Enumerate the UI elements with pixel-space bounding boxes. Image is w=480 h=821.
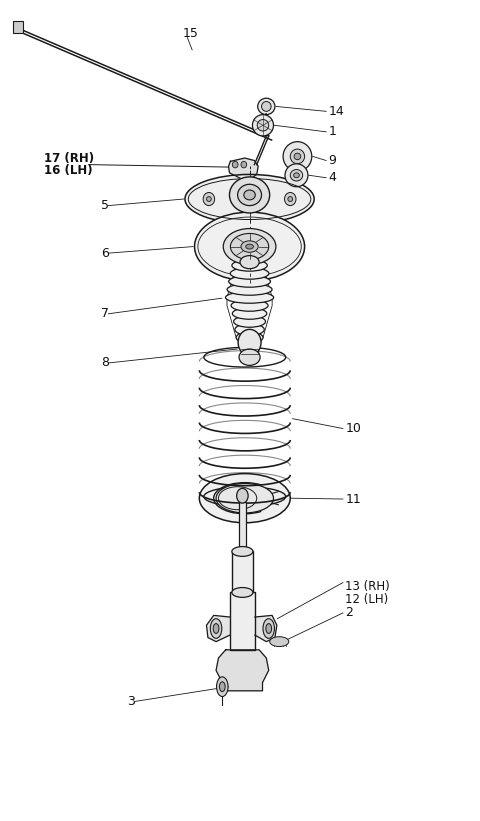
Bar (230, 593, 255, 650)
Ellipse shape (185, 174, 314, 223)
Ellipse shape (290, 149, 305, 164)
Ellipse shape (228, 276, 270, 287)
Bar (12, 21, 23, 33)
Ellipse shape (237, 488, 248, 503)
Ellipse shape (257, 120, 269, 131)
Polygon shape (255, 616, 277, 642)
Ellipse shape (232, 588, 253, 598)
Ellipse shape (236, 332, 263, 343)
Ellipse shape (241, 241, 258, 252)
Text: 7: 7 (101, 307, 109, 320)
Ellipse shape (270, 637, 289, 647)
Ellipse shape (263, 619, 275, 639)
Polygon shape (206, 616, 230, 642)
Ellipse shape (285, 164, 308, 186)
Text: 17 (RH): 17 (RH) (44, 152, 94, 164)
Bar (241, 342, 258, 357)
Ellipse shape (226, 291, 274, 303)
Ellipse shape (232, 308, 267, 319)
Ellipse shape (252, 115, 274, 136)
Ellipse shape (219, 681, 225, 691)
Ellipse shape (262, 102, 271, 112)
Text: 1: 1 (328, 126, 336, 138)
Ellipse shape (229, 177, 270, 213)
Text: 8: 8 (101, 356, 109, 369)
Ellipse shape (294, 154, 301, 160)
Ellipse shape (283, 142, 312, 171)
Ellipse shape (230, 268, 269, 279)
Ellipse shape (230, 233, 269, 259)
Text: 13 (RH): 13 (RH) (345, 580, 390, 594)
Ellipse shape (258, 99, 275, 115)
Ellipse shape (232, 162, 238, 168)
Ellipse shape (246, 244, 253, 249)
Ellipse shape (290, 169, 303, 181)
Text: 2: 2 (345, 607, 353, 619)
Ellipse shape (285, 192, 296, 205)
Text: 12 (LH): 12 (LH) (345, 593, 388, 606)
Ellipse shape (244, 190, 255, 200)
Ellipse shape (206, 196, 211, 201)
Text: 15: 15 (182, 27, 198, 40)
Ellipse shape (194, 212, 305, 281)
Text: 4: 4 (328, 172, 336, 184)
Ellipse shape (227, 284, 272, 296)
Text: 6: 6 (101, 246, 109, 259)
Ellipse shape (266, 624, 272, 634)
Ellipse shape (238, 329, 261, 355)
Ellipse shape (203, 192, 215, 205)
Ellipse shape (232, 547, 253, 557)
Ellipse shape (231, 300, 268, 311)
Ellipse shape (240, 255, 259, 268)
Ellipse shape (234, 316, 265, 328)
Ellipse shape (232, 259, 267, 271)
Ellipse shape (216, 484, 274, 513)
Polygon shape (228, 158, 258, 179)
Ellipse shape (199, 474, 290, 523)
Text: 11: 11 (345, 493, 361, 506)
Text: 5: 5 (101, 200, 109, 212)
Text: 16 (LH): 16 (LH) (44, 164, 92, 177)
Bar (239, 502, 246, 552)
Polygon shape (216, 650, 269, 690)
Bar (232, 552, 253, 593)
Ellipse shape (210, 619, 222, 639)
Ellipse shape (213, 624, 219, 634)
Ellipse shape (241, 162, 247, 168)
Ellipse shape (294, 172, 300, 177)
Text: 9: 9 (328, 154, 336, 167)
Ellipse shape (223, 228, 276, 264)
Ellipse shape (288, 196, 293, 201)
Text: 3: 3 (128, 695, 135, 708)
Ellipse shape (235, 323, 264, 335)
Ellipse shape (216, 677, 228, 696)
Ellipse shape (238, 184, 262, 205)
Text: 10: 10 (345, 422, 361, 435)
Text: 14: 14 (328, 105, 344, 118)
Ellipse shape (239, 349, 260, 365)
Ellipse shape (218, 679, 227, 694)
